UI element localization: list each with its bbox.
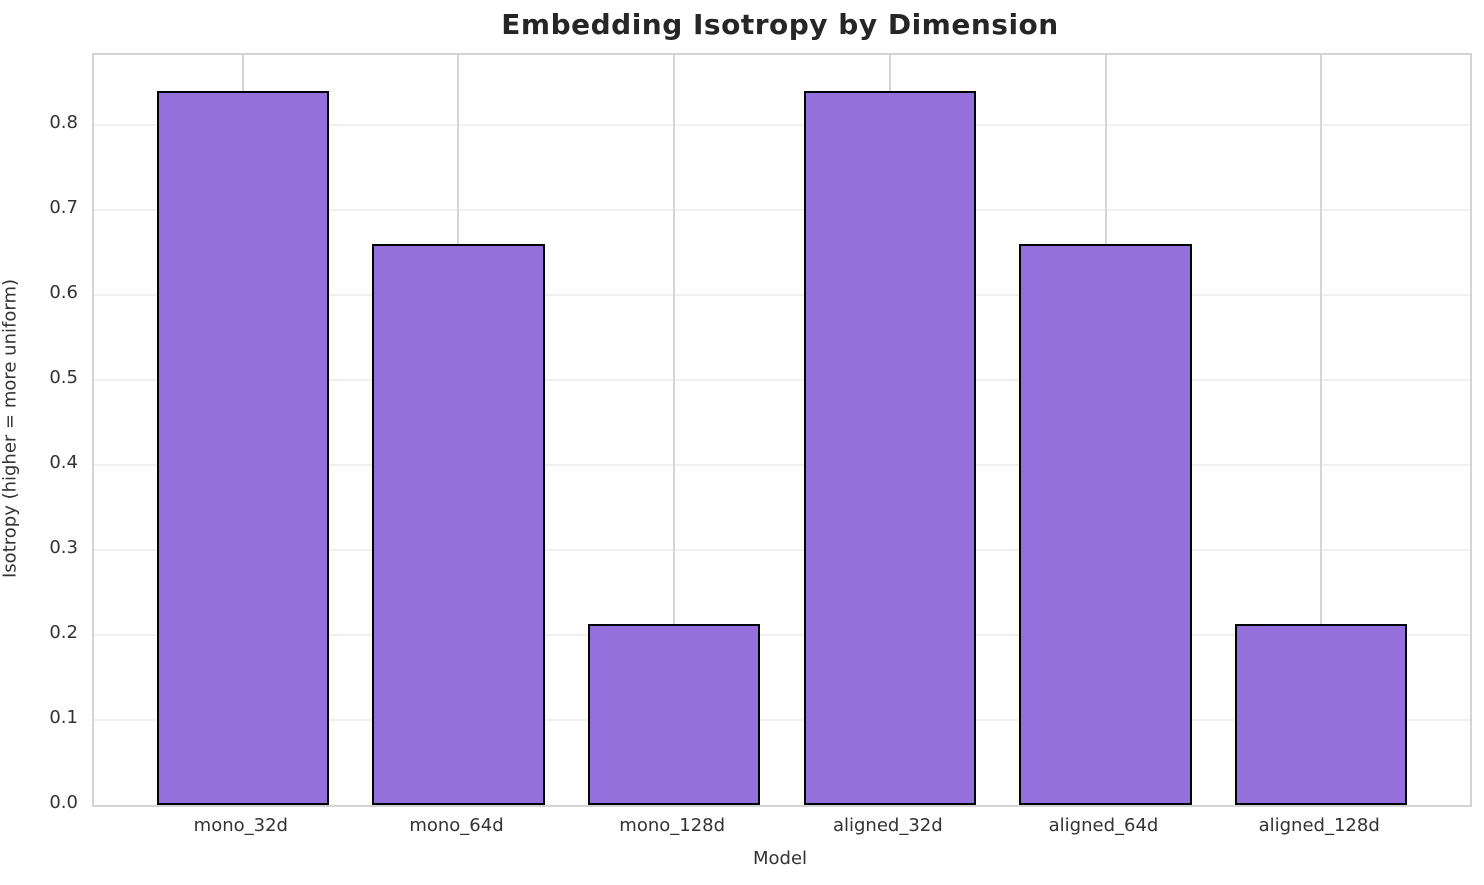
bar-mono_64d xyxy=(372,243,545,805)
horizontal-gridline xyxy=(94,208,1470,211)
horizontal-gridline xyxy=(94,633,1470,636)
y-axis-label: Isotropy (higher = more uniform) xyxy=(0,279,21,578)
vertical-gridline xyxy=(1320,55,1323,805)
chart-title: Embedding Isotropy by Dimension xyxy=(501,8,1059,41)
bar-aligned_128d xyxy=(1234,623,1408,805)
x-tick-label: aligned_32d xyxy=(832,815,943,836)
y-tick-label: 0.5 xyxy=(49,366,78,388)
bar-mono_32d xyxy=(156,90,330,805)
plot-area xyxy=(92,53,1472,807)
x-tick-label: mono_32d xyxy=(193,815,288,836)
y-tick-label: 0.8 xyxy=(49,111,78,133)
vertical-gridline xyxy=(673,55,676,805)
horizontal-gridline xyxy=(94,548,1470,551)
bar-mono_128d xyxy=(587,623,761,805)
horizontal-gridline xyxy=(94,293,1470,296)
y-tick-label: 0.1 xyxy=(49,706,78,728)
y-tick-label: 0.7 xyxy=(49,196,78,218)
x-tick-label: aligned_128d xyxy=(1258,815,1380,836)
y-tick-label: 0.4 xyxy=(49,451,78,473)
bar-aligned_64d xyxy=(1019,243,1192,805)
x-axis-label: Model xyxy=(752,848,808,869)
y-tick-label: 0.3 xyxy=(49,536,78,558)
horizontal-gridline xyxy=(94,378,1470,381)
horizontal-gridline xyxy=(94,718,1470,721)
y-tick-label: 0.2 xyxy=(49,621,78,643)
x-tick-label: mono_64d xyxy=(409,815,504,836)
horizontal-gridline xyxy=(94,123,1470,126)
horizontal-gridline xyxy=(94,463,1470,466)
bar-aligned_32d xyxy=(803,90,977,805)
x-tick-label: mono_128d xyxy=(619,815,726,836)
y-tick-label: 0.6 xyxy=(49,281,78,303)
y-tick-label: 0.0 xyxy=(49,792,78,813)
x-tick-label: aligned_64d xyxy=(1048,815,1159,836)
